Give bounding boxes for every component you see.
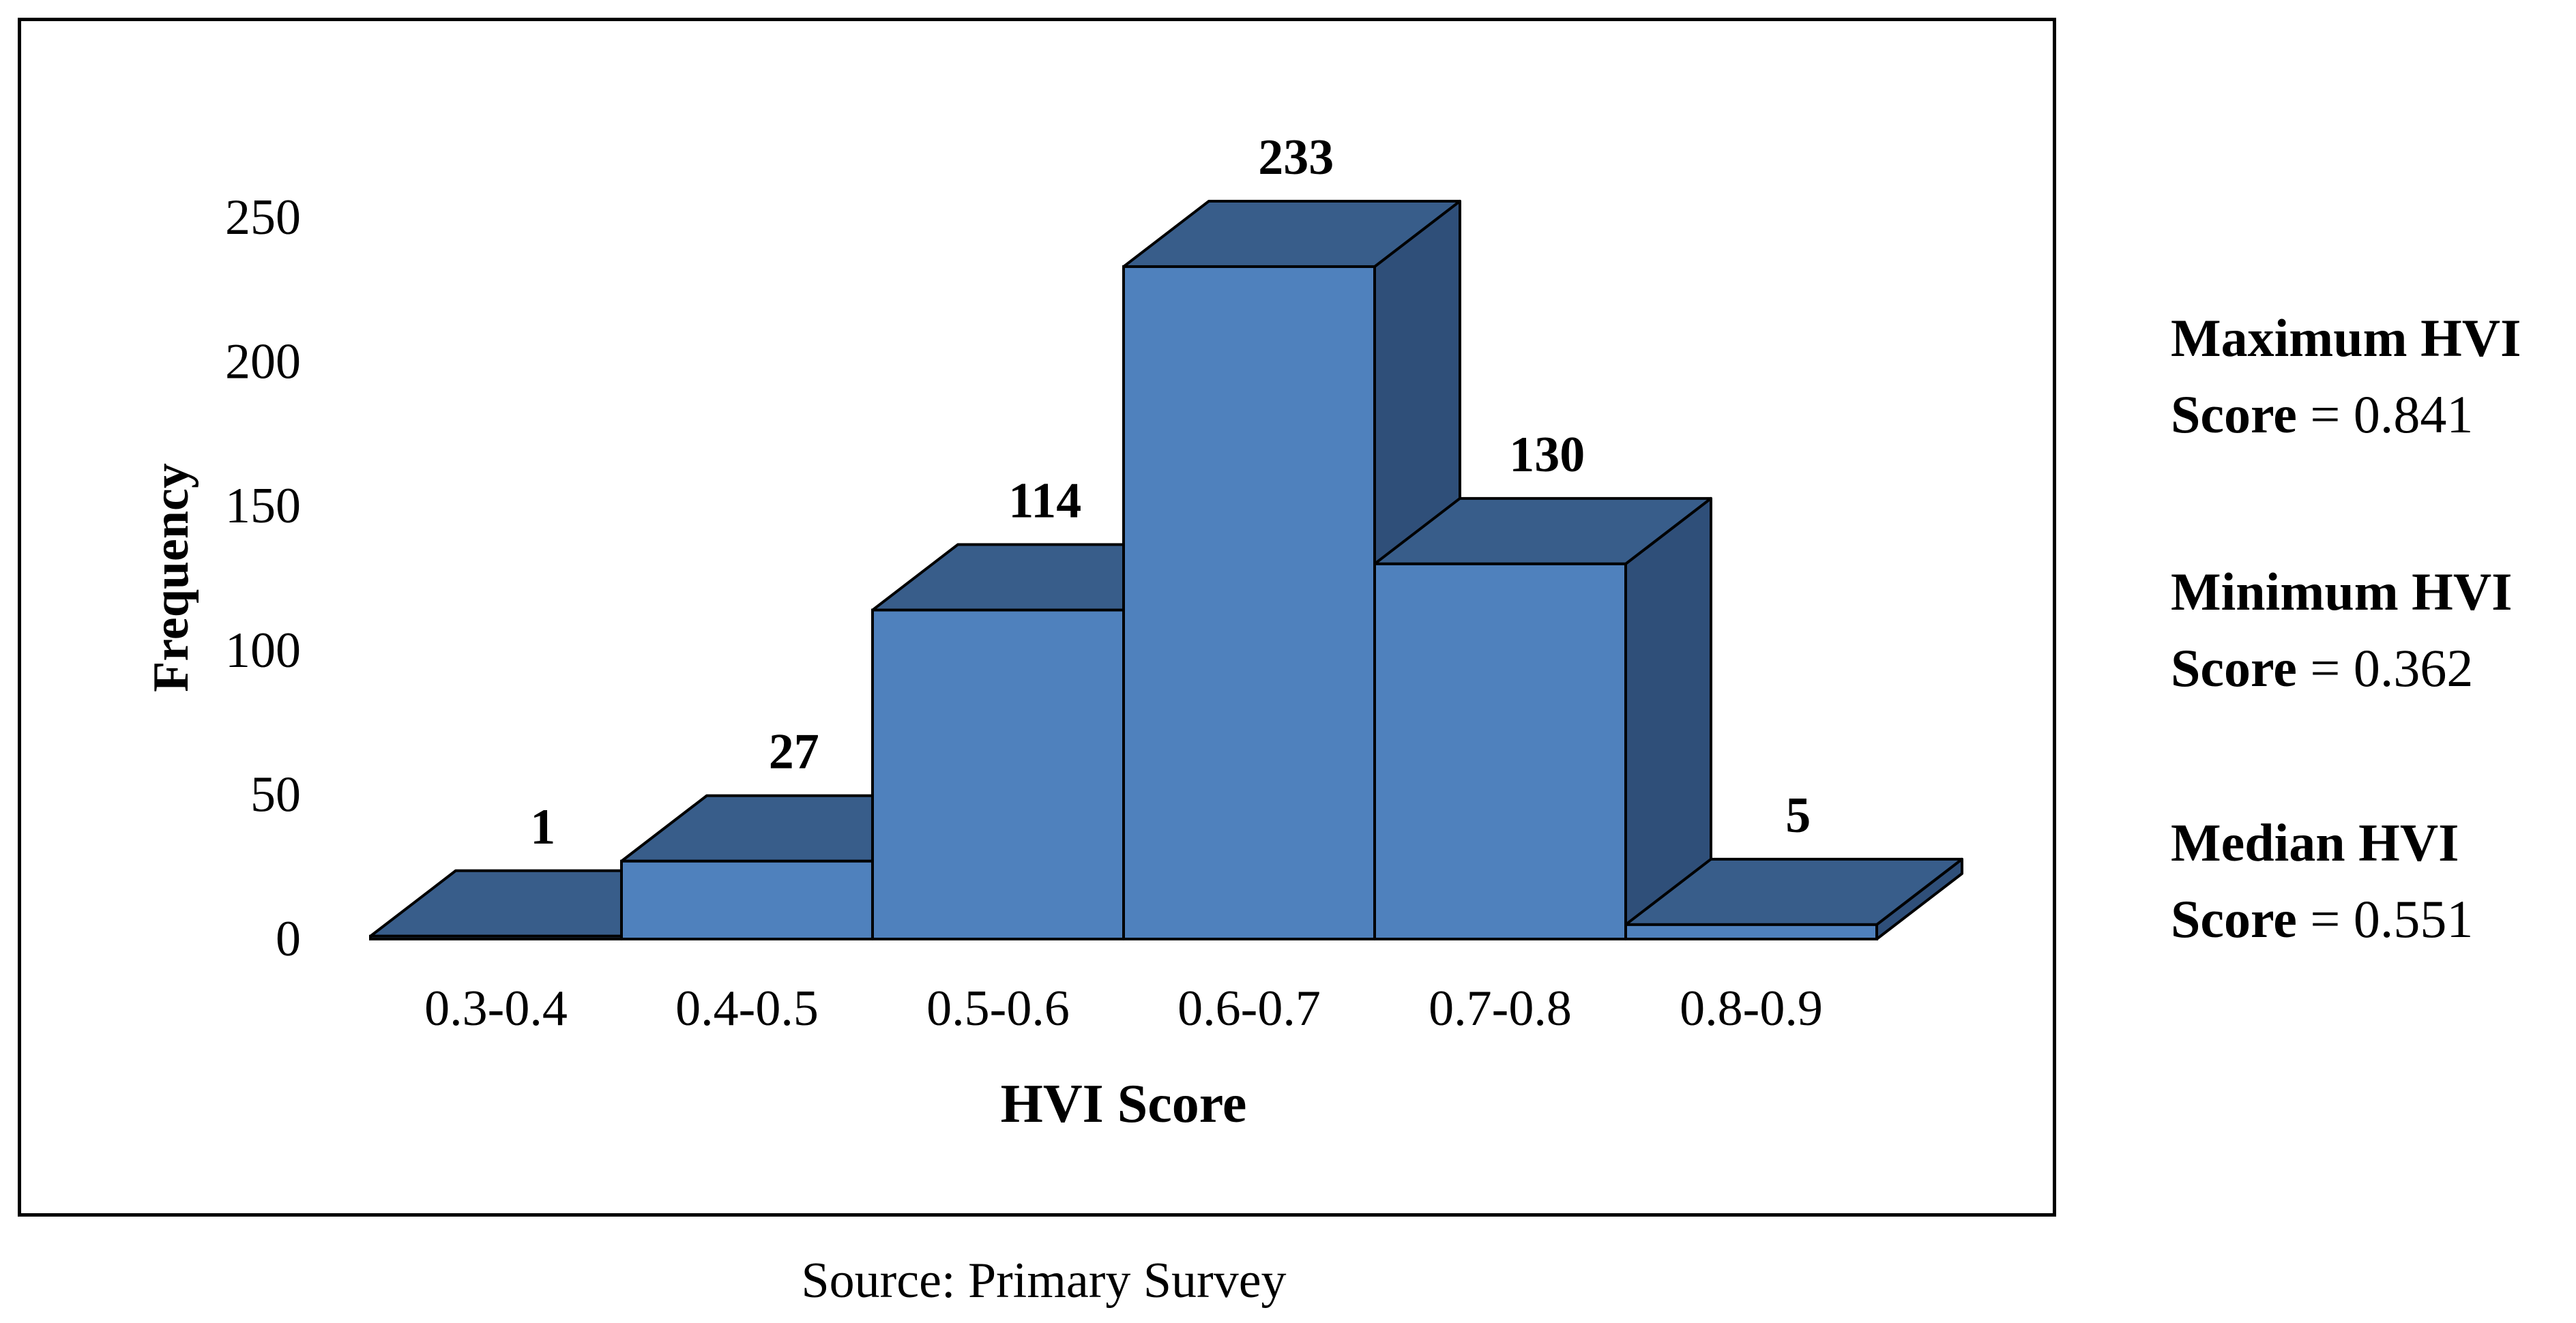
data-label: 27 [769, 724, 819, 780]
max-hvi-label: Maximum HVI [2171, 308, 2521, 368]
min-hvi-stat: Minimum HVI Score = 0.362 [2171, 554, 2513, 707]
x-tick-label: 0.4-0.5 [675, 981, 819, 1037]
y-tick-label: 100 [225, 623, 301, 679]
source-caption: Source: Primary Survey [801, 1253, 1287, 1309]
min-hvi-label-2: Score [2171, 638, 2297, 698]
histogram-chart: 0 50 100 150 200 250 Frequency HVI Score 1 27 114 2… [143, 130, 1963, 1134]
y-tick-label: 50 [250, 767, 301, 822]
y-tick-label: 200 [225, 334, 301, 390]
x-tick-label: 0.5-0.6 [926, 981, 1070, 1037]
data-label: 5 [1785, 788, 1811, 844]
data-label: 130 [1509, 427, 1585, 483]
data-label: 233 [1258, 130, 1334, 185]
x-tick-label: 0.3-0.4 [424, 981, 568, 1037]
y-axis-label: Frequency [143, 463, 199, 692]
y-tick-label: 150 [225, 478, 301, 534]
bar [369, 934, 623, 940]
max-hvi-value: = 0.841 [2310, 385, 2474, 444]
chart-frame: 0 50 100 150 200 250 Frequency HVI Score 1 27 114 2… [18, 18, 2056, 1217]
x-tick-label: 0.8-0.9 [1680, 981, 1823, 1037]
median-hvi-value: = 0.551 [2310, 889, 2474, 949]
y-tick-label: 0 [276, 911, 301, 967]
x-axis-label: HVI Score [1001, 1074, 1247, 1134]
x-tick-label: 0.6-0.7 [1177, 981, 1321, 1037]
data-label: 1 [530, 799, 555, 855]
bar [620, 859, 874, 940]
max-hvi-label-2: Score [2171, 385, 2297, 444]
data-label: 114 [1008, 473, 1081, 529]
bar [1373, 562, 1627, 940]
min-hvi-label: Minimum HVI [2171, 562, 2513, 621]
y-tick-label: 250 [225, 190, 301, 246]
x-tick-label: 0.7-0.8 [1429, 981, 1572, 1037]
median-hvi-label: Median HVI [2171, 813, 2459, 872]
min-hvi-value: = 0.362 [2310, 638, 2474, 698]
bar [871, 608, 1125, 940]
max-hvi-stat: Maximum HVI Score = 0.841 [2171, 300, 2521, 453]
median-hvi-label-2: Score [2171, 889, 2297, 949]
bar [1122, 265, 1376, 941]
median-hvi-stat: Median HVI Score = 0.551 [2171, 805, 2473, 957]
bar [1624, 923, 1878, 940]
